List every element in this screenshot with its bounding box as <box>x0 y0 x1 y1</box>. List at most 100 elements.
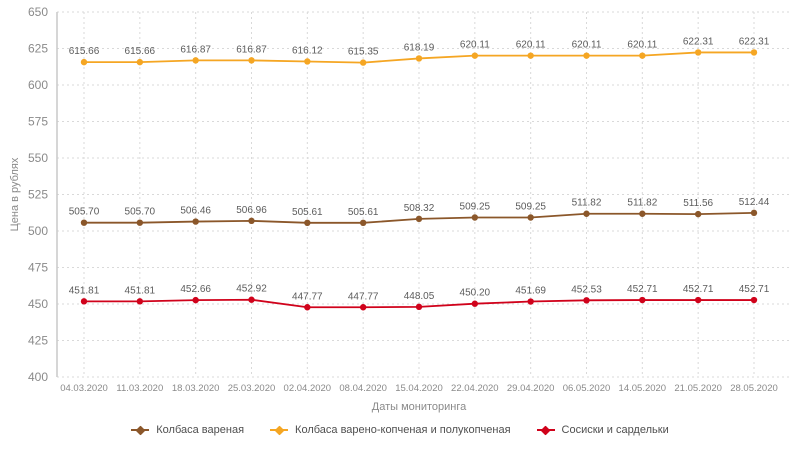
legend-label: Колбаса вареная <box>156 424 245 436</box>
data-point[interactable] <box>583 210 590 217</box>
data-point-label: 620.11 <box>627 40 657 51</box>
data-point-label: 448.05 <box>404 291 435 302</box>
line-series-marker-icon <box>131 425 150 435</box>
data-point[interactable] <box>248 57 255 64</box>
y-tick-label: 550 <box>28 151 48 165</box>
data-point-label: 452.71 <box>739 284 770 295</box>
data-point[interactable] <box>304 58 311 65</box>
data-point[interactable] <box>136 219 144 226</box>
line-series-marker-icon <box>270 425 289 435</box>
data-point[interactable] <box>750 296 758 304</box>
data-point[interactable] <box>415 303 423 311</box>
y-tick-label: 500 <box>28 224 48 238</box>
data-point[interactable] <box>248 296 255 303</box>
line-series-marker-icon <box>536 425 555 435</box>
data-point-label: 622.31 <box>683 36 714 47</box>
data-point-label: 452.53 <box>571 284 602 295</box>
data-point-label: 452.71 <box>683 284 714 295</box>
data-point-label: 451.81 <box>69 285 100 296</box>
data-point-label: 451.81 <box>125 285 156 296</box>
data-point-label: 505.61 <box>292 207 323 218</box>
chart-legend: Колбаса вареная Колбаса варено-копченая … <box>0 424 800 436</box>
x-tick-label: 28.05.2020 <box>730 383 778 394</box>
y-tick-label: 600 <box>28 78 48 92</box>
data-point[interactable] <box>527 298 534 305</box>
legend-diamond-icon <box>540 425 551 435</box>
x-tick-label: 21.05.2020 <box>674 383 722 394</box>
data-point[interactable] <box>80 298 88 305</box>
data-point[interactable] <box>471 300 479 307</box>
chart-canvas: 650 625 600 575 550 525 500 475 450 425 400 04.03.2… <box>9 5 790 413</box>
data-point[interactable] <box>750 49 758 56</box>
data-point[interactable] <box>471 52 479 59</box>
data-point[interactable] <box>136 58 144 66</box>
x-tick-label: 25.03.2020 <box>228 383 276 394</box>
x-tick-label: 04.03.2020 <box>60 383 108 394</box>
data-point[interactable] <box>694 49 702 56</box>
data-point[interactable] <box>192 296 199 304</box>
legend-item-kolbasa-vareno-kopchenaya[interactable]: Колбаса варено-копченая и полукопченая <box>270 424 511 436</box>
data-point[interactable] <box>192 218 199 225</box>
x-tick-label: 08.04.2020 <box>339 383 387 394</box>
data-point[interactable] <box>694 210 702 218</box>
data-point-label: 511.56 <box>683 198 713 209</box>
data-point[interactable] <box>80 58 88 66</box>
data-point-label: 452.66 <box>180 284 211 295</box>
data-point-label: 450.20 <box>460 288 491 299</box>
data-point[interactable] <box>694 296 702 304</box>
x-tick-label: 06.05.2020 <box>563 383 611 394</box>
data-point[interactable] <box>750 209 758 217</box>
data-point-label: 616.87 <box>180 44 211 55</box>
data-point-label: 511.82 <box>572 198 602 209</box>
data-point-label: 620.11 <box>572 40 602 51</box>
data-point-label: 509.25 <box>515 201 546 212</box>
x-tick-label: 15.04.2020 <box>395 383 443 394</box>
legend-label: Колбаса варено-копченая и полукопченая <box>295 424 511 436</box>
data-point-label: 615.66 <box>125 46 156 57</box>
data-point[interactable] <box>639 296 646 304</box>
data-point[interactable] <box>248 217 255 225</box>
data-point[interactable] <box>359 219 367 227</box>
data-point[interactable] <box>639 52 646 59</box>
data-point[interactable] <box>304 304 311 311</box>
data-point[interactable] <box>527 214 534 221</box>
data-point[interactable] <box>639 210 646 217</box>
data-point-label: 506.46 <box>180 206 211 217</box>
legend-diamond-icon <box>135 425 146 435</box>
y-tick-label: 575 <box>28 115 48 129</box>
data-point[interactable] <box>527 52 534 59</box>
data-point-label: 447.77 <box>292 291 323 302</box>
y-axis-title: Цена в рублях <box>9 157 21 231</box>
x-tick-label: 18.03.2020 <box>172 383 220 394</box>
data-point[interactable] <box>415 215 423 223</box>
data-point[interactable] <box>415 55 423 62</box>
data-point-label: 506.96 <box>236 205 267 216</box>
data-point-label: 620.11 <box>516 40 546 51</box>
data-point[interactable] <box>471 214 479 221</box>
data-point-label: 616.12 <box>292 45 323 56</box>
legend-label: Сосиски и сардельки <box>561 424 669 436</box>
data-point[interactable] <box>359 59 367 66</box>
data-point[interactable] <box>583 52 590 59</box>
data-point[interactable] <box>359 304 367 311</box>
y-tick-label: 650 <box>28 5 48 19</box>
data-point[interactable] <box>192 57 199 64</box>
data-point-label: 512.44 <box>739 197 770 208</box>
data-point[interactable] <box>136 298 144 305</box>
data-point-label: 509.25 <box>460 201 491 212</box>
x-tick-label: 29.04.2020 <box>507 383 555 394</box>
x-tick-label: 14.05.2020 <box>619 383 667 394</box>
data-point-label: 615.66 <box>69 46 100 57</box>
data-point[interactable] <box>304 219 311 227</box>
x-axis-title: Даты мониторинга <box>372 401 467 413</box>
data-point[interactable] <box>80 219 88 226</box>
data-point-label: 505.70 <box>125 207 156 218</box>
legend-item-kolbasa-varenaya[interactable]: Колбаса вареная <box>131 424 244 436</box>
data-point-label: 620.11 <box>460 40 490 51</box>
y-tick-label: 525 <box>28 188 48 202</box>
y-tick-label: 450 <box>28 297 48 311</box>
data-point-label: 615.35 <box>348 47 379 58</box>
data-point-label: 447.77 <box>348 291 379 302</box>
legend-item-sosiski-sardelki[interactable]: Сосиски и сардельки <box>536 424 669 436</box>
data-point[interactable] <box>583 297 590 304</box>
